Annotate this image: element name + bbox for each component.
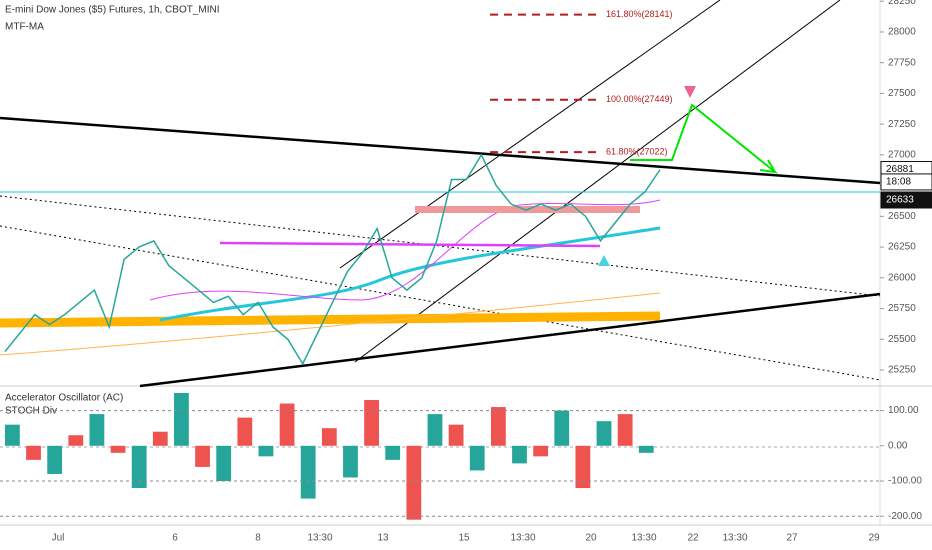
- oscillator-bar: [364, 400, 379, 446]
- y-tick-label: 27000: [888, 150, 916, 161]
- support-line: [219, 241, 601, 248]
- x-tick-label: 13:30: [722, 533, 747, 544]
- oscillator-bar: [300, 445, 316, 499]
- trend-line: [139, 292, 881, 388]
- oscillator-bar: [638, 445, 654, 453]
- oscillator-bar: [89, 414, 105, 446]
- x-tick-label: 13:30: [307, 533, 332, 544]
- x-tick-label: 8: [255, 533, 261, 544]
- oscillator-bar: [258, 445, 274, 457]
- y-tick-label: -100.00: [888, 476, 922, 487]
- y-tick-label: 27750: [888, 57, 916, 68]
- y-tick-label: 28250: [888, 0, 916, 7]
- oscillator-bar: [512, 445, 527, 464]
- arrow-up-icon: [598, 255, 610, 266]
- oscillator-bar: [174, 392, 189, 446]
- oscillator-bar: [68, 435, 84, 446]
- oscillator-bar: [195, 445, 210, 467]
- oscillator-bar: [237, 417, 253, 446]
- x-tick-label: 15: [458, 533, 470, 544]
- oscillator-bar: [279, 403, 295, 446]
- y-tick-label: 0.00: [888, 440, 908, 451]
- y-tick-label: 26000: [888, 272, 916, 283]
- moving-average: [0, 292, 661, 356]
- oscillator-bar: [216, 445, 232, 481]
- trend-line: [0, 116, 881, 185]
- y-tick-label: 27250: [888, 119, 916, 130]
- oscillator-bar: [533, 445, 549, 457]
- y-tick-label: 25250: [888, 365, 916, 376]
- oscillator-bar: [343, 445, 358, 478]
- oscillator-bar: [47, 445, 63, 474]
- price-tag-label: 26881: [886, 164, 914, 175]
- y-tick-label: 26250: [888, 242, 916, 253]
- indicator-label: STOCH Div: [5, 406, 57, 417]
- moving-average: [149, 199, 661, 301]
- oscillator-bar: [321, 428, 337, 446]
- projection-arrow: [630, 103, 779, 174]
- x-tick-label: 13:30: [510, 533, 535, 544]
- price-tag: [880, 173, 932, 191]
- oscillator-bar: [5, 424, 20, 446]
- oscillator-bar: [490, 407, 506, 446]
- arrow-down-icon: [684, 86, 696, 98]
- oscillator-bar: [575, 445, 591, 489]
- price-tag: [880, 191, 932, 209]
- y-tick-label: 26500: [888, 211, 916, 222]
- oscillator-bar: [596, 421, 612, 446]
- x-tick-label: 13: [377, 533, 389, 544]
- y-tick-label: -200.00: [888, 511, 922, 522]
- oscillator-bar: [448, 424, 464, 446]
- y-tick-label: 27500: [888, 88, 916, 99]
- oscillator-bar: [406, 445, 422, 520]
- oscillator-bar: [26, 445, 41, 460]
- y-tick-label: 25500: [888, 334, 916, 345]
- fib-label: 61.80%(27022): [606, 147, 668, 157]
- x-tick-label: 27: [786, 533, 798, 544]
- oscillator-bar: [617, 414, 633, 446]
- price-tag-label: 18:08: [886, 177, 911, 188]
- channel-line: [339, 0, 721, 269]
- oscillator-bar: [554, 410, 570, 446]
- x-tick-label: 6: [172, 533, 178, 544]
- oscillator-bar: [110, 445, 126, 453]
- oscillator-bar: [152, 431, 168, 446]
- fib-label: 161.80%(28141): [606, 9, 673, 19]
- x-tick-label: 22: [687, 533, 699, 544]
- oscillator-bar: [385, 445, 401, 460]
- oscillator-bar: [469, 445, 485, 471]
- y-tick-label: 100.00: [888, 405, 919, 416]
- channel-line: [354, 0, 841, 363]
- x-tick-label: 20: [585, 533, 597, 544]
- indicator-label: MTF-MA: [5, 22, 44, 33]
- oscillator-bar: [131, 445, 147, 489]
- price-line: [4, 153, 661, 366]
- trend-line: [0, 225, 881, 381]
- x-tick-label: 29: [868, 533, 880, 544]
- y-tick-label: 25750: [888, 303, 916, 314]
- oscillator-bar: [427, 414, 443, 446]
- y-tick-label: 28000: [888, 27, 916, 38]
- chart-title: E-mini Dow Jones ($5) Futures, 1h, CBOT_…: [5, 5, 220, 16]
- fib-label: 100.00%(27449): [606, 94, 673, 104]
- x-tick-label: 13:30: [631, 533, 656, 544]
- x-tick-label: Jul: [52, 533, 65, 544]
- price-tag-label: 26633: [886, 195, 914, 206]
- indicator-label: Accelerator Oscillator (AC): [5, 393, 123, 404]
